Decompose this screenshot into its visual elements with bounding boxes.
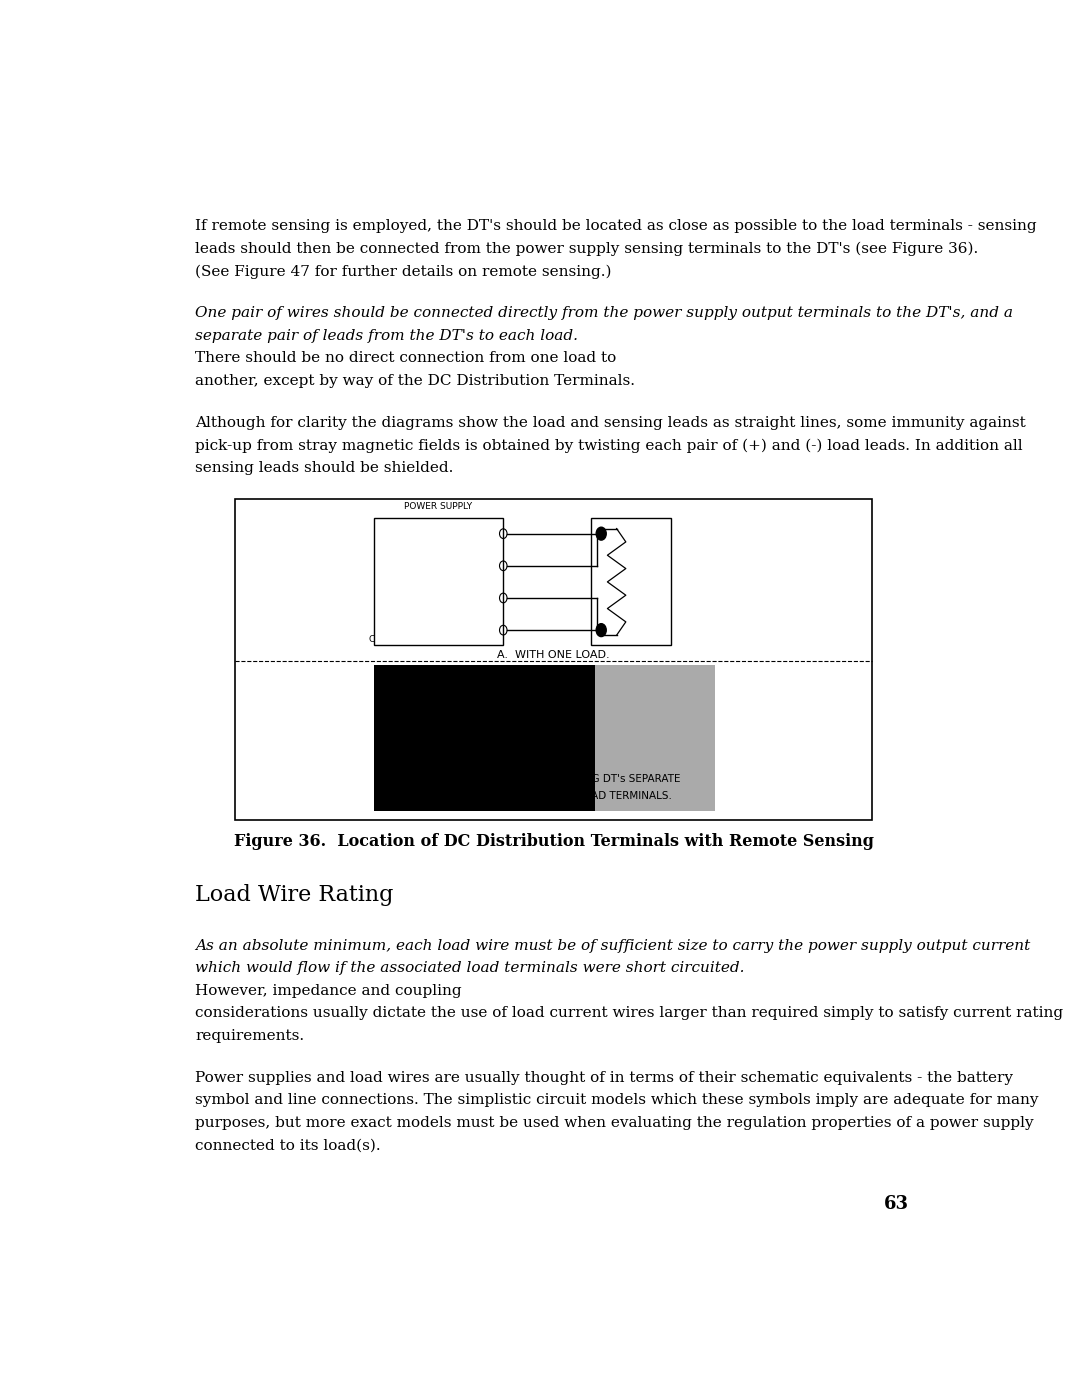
Text: -: - (492, 624, 497, 636)
Text: 63: 63 (885, 1196, 909, 1213)
Bar (374, 518, 503, 645)
Text: +: + (488, 528, 497, 539)
Text: purposes, but more exact models must be used when evaluating the regulation prop: purposes, but more exact models must be … (195, 1116, 1034, 1130)
Text: (See Figure 47 for further details on remote sensing.): (See Figure 47 for further details on re… (195, 264, 611, 279)
Text: leads should then be connected from the power supply sensing terminals to the DT: leads should then be connected from the … (195, 242, 978, 256)
Text: POWER SUPPLY: POWER SUPPLY (404, 502, 472, 511)
Text: separate pair of leads from the DT's to each load.: separate pair of leads from the DT's to … (195, 328, 578, 342)
Text: sensing leads should be shielded.: sensing leads should be shielded. (195, 461, 454, 475)
Text: One pair of wires should be connected directly from the power supply output term: One pair of wires should be connected di… (195, 306, 1013, 320)
Text: B.  WITH MULTIPLE LOAD – USING DT's SEPARATE: B. WITH MULTIPLE LOAD – USING DT's SEPAR… (427, 774, 680, 785)
Text: If remote sensing is employed, the DT's should be located as close as possible t: If remote sensing is employed, the DT's … (195, 219, 1037, 233)
Text: A.  WITH ONE LOAD.: A. WITH ONE LOAD. (497, 650, 610, 661)
Text: Figure 36.  Location of DC Distribution Terminals with Remote Sensing: Figure 36. Location of DC Distribution T… (233, 833, 874, 849)
Text: Power supplies and load wires are usually thought of in terms of their schematic: Power supplies and load wires are usuall… (195, 1071, 1013, 1085)
Bar (595, 665, 715, 812)
Text: which would flow if the associated load terminals were short circuited.: which would flow if the associated load … (195, 961, 745, 975)
Text: pick-up from stray magnetic fields is obtained by twisting each pair of (+) and : pick-up from stray magnetic fields is ob… (195, 439, 1023, 453)
Text: +S: +S (482, 560, 497, 571)
Text: As an absolute minimum, each load wire must be of sufficient size to carry the p: As an absolute minimum, each load wire m… (195, 939, 1030, 953)
Text: However, impedance and coupling: However, impedance and coupling (195, 983, 462, 997)
Text: considerations usually dictate the use of load current wires larger than require: considerations usually dictate the use o… (195, 1006, 1064, 1020)
Bar (591, 518, 671, 645)
Text: -S: -S (486, 592, 497, 604)
Text: Although for clarity the diagrams show the load and sensing leads as straight li: Although for clarity the diagrams show t… (195, 416, 1026, 430)
Bar (374, 665, 595, 812)
Text: There should be no direct connection from one load to: There should be no direct connection fro… (195, 352, 617, 366)
Text: symbol and line connections. The simplistic circuit models which these symbols i: symbol and line connections. The simplis… (195, 1094, 1039, 1108)
Bar (235, 499, 872, 820)
Text: requirements.: requirements. (195, 1030, 305, 1044)
Text: FROM POWER SUPPLY AND LOAD TERMINALS.: FROM POWER SUPPLY AND LOAD TERMINALS. (435, 791, 672, 800)
Text: another, except by way of the DC Distribution Terminals.: another, except by way of the DC Distrib… (195, 374, 635, 388)
Text: connected to its load(s).: connected to its load(s). (195, 1139, 381, 1153)
Circle shape (596, 527, 606, 541)
Text: LOAD: LOAD (648, 577, 673, 587)
Circle shape (596, 623, 606, 637)
Text: Load Wire Rating: Load Wire Rating (195, 884, 393, 907)
Text: CDT'S ARE SHOWN SOLID: CDT'S ARE SHOWN SOLID (369, 636, 485, 644)
